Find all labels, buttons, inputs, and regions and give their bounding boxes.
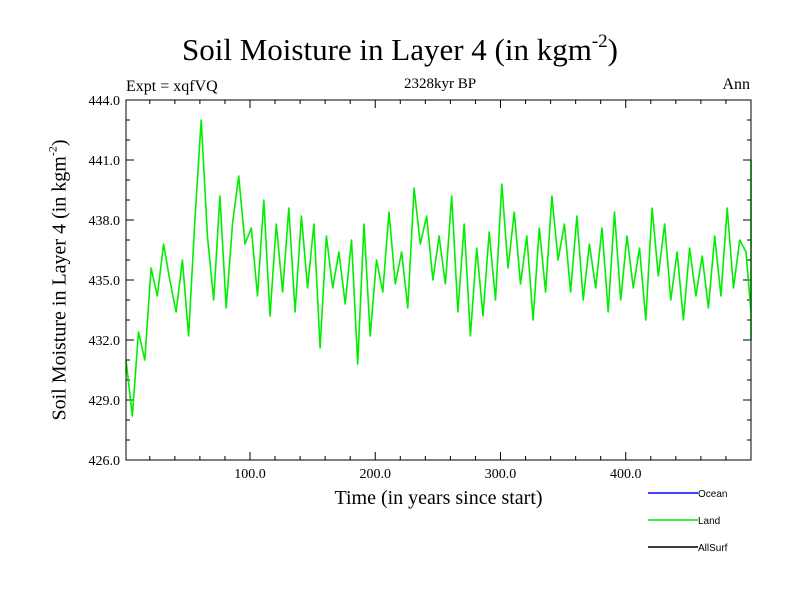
y-axis-label-sup: -2 [45, 146, 60, 157]
y-axis-label-end: ) [48, 139, 71, 147]
legend-label-allsurf: AllSurf [698, 543, 728, 554]
plot-frame [125, 99, 752, 461]
legend: Ocean Land AllSurf [648, 489, 728, 554]
chart-subtitle: 2328kyr BP [403, 76, 477, 92]
chart-title-text: Soil Moisture in Layer 4 (in kgm [182, 32, 592, 67]
y-tick-label: 441.0 [89, 154, 121, 169]
y-tick-label: 426.0 [89, 454, 121, 469]
tick-labels-layer: 426.0 429.0 432.0 435.0 438.0 441.0 444.0 100.0… [89, 94, 642, 482]
chart-title-sup: -2 [591, 31, 608, 52]
y-axis-label-wrap: Soil Moisture in Layer 4 (in kgm-2) [45, 139, 72, 421]
series-line-land [125, 119, 752, 417]
chart-title-end: ) [607, 32, 618, 67]
y-tick-label: 444.0 [89, 94, 121, 109]
x-tick-label: 200.0 [359, 467, 391, 482]
chart-title: Soil Moisture in Layer 4 (in kgm-2) [0, 32, 800, 68]
x-tick-label: 100.0 [234, 467, 266, 482]
x-axis-label: Time (in years since start) [334, 487, 543, 509]
y-tick-label: 438.0 [89, 214, 121, 229]
legend-label-land: Land [698, 516, 720, 527]
experiment-label: Expt = xqfVQ [126, 78, 218, 95]
y-tick-label: 435.0 [89, 274, 121, 289]
legend-label-ocean: Ocean [698, 489, 727, 500]
y-tick-label: 432.0 [89, 334, 121, 349]
y-axis-label-text: Soil Moisture in Layer 4 (in kgm [48, 156, 71, 421]
x-tick-label: 300.0 [485, 467, 517, 482]
ticks-layer [126, 99, 751, 461]
y-tick-label: 429.0 [89, 394, 121, 409]
x-tick-label: 400.0 [610, 467, 642, 482]
season-label: Ann [722, 76, 750, 93]
series-layer [125, 119, 752, 417]
